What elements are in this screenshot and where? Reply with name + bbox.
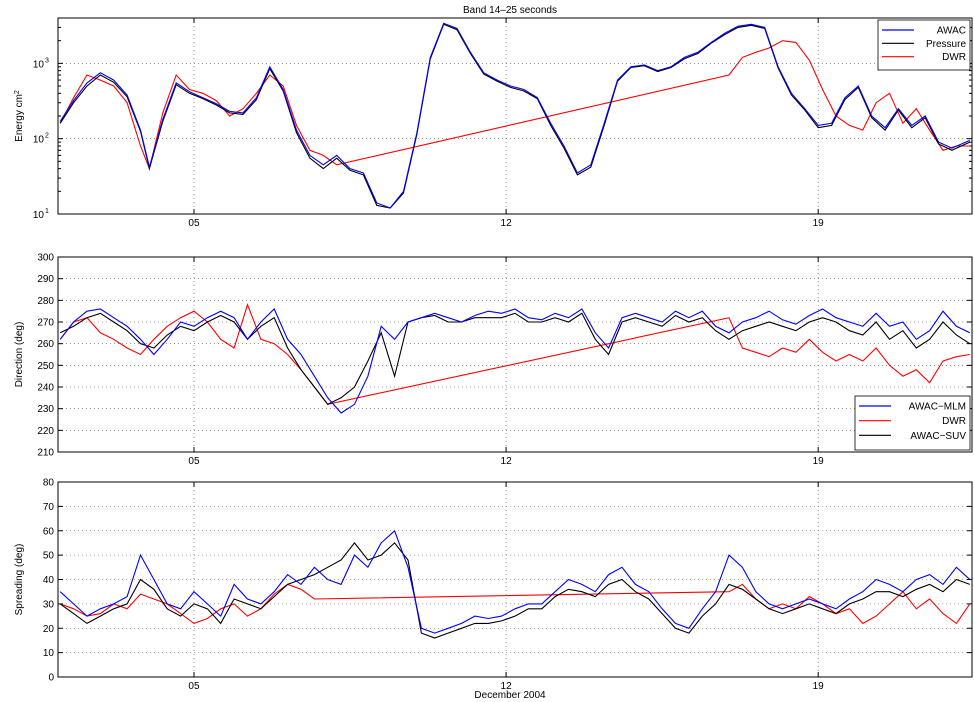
y-axis-label: Spreading (deg) xyxy=(14,544,25,616)
y-tick-label: 250 xyxy=(37,361,54,372)
y-tick-label: 80 xyxy=(43,478,55,489)
x-tick-label: 05 xyxy=(188,456,200,467)
legend-label: DWR xyxy=(942,52,966,63)
y-tick-label: 300 xyxy=(37,253,54,264)
x-tick-label: 12 xyxy=(501,218,513,229)
y-tick-label: 20 xyxy=(43,624,55,635)
legend-label: AWAC−MLM xyxy=(909,402,966,413)
y-tick-exponent: 2 xyxy=(45,133,49,140)
plot-area xyxy=(57,256,973,453)
plot-area xyxy=(57,17,973,215)
y-tick-label: 230 xyxy=(37,404,54,415)
y-tick-label: 240 xyxy=(37,383,54,394)
figure-title: Band 14–25 seconds xyxy=(463,5,557,16)
legend-label: Pressure xyxy=(926,39,966,50)
legend: AWAC Pressure DWR xyxy=(877,19,971,71)
y-axis-label: Energy cm2 xyxy=(14,90,26,142)
y-tick-label: 10 xyxy=(33,135,45,146)
y-tick-label: 60 xyxy=(43,526,55,537)
legend: AWAC−MLM DWR AWAC−SUV xyxy=(854,395,971,451)
y-tick-label: 30 xyxy=(43,599,55,610)
panel-spreading: 05 12 19 0 10 20 30 40 50 60 70 80 Spreading (deg) xyxy=(14,478,973,692)
y-tick-label: 270 xyxy=(37,318,54,329)
y-tick-label: 50 xyxy=(43,551,55,562)
y-tick-label: 260 xyxy=(37,339,54,350)
series-line xyxy=(59,22,971,209)
x-tick-label: 12 xyxy=(501,456,513,467)
x-tick-label: 19 xyxy=(813,218,825,229)
y-tick-label: 10 xyxy=(33,59,45,70)
legend-box xyxy=(854,395,971,451)
y-tick-label: 290 xyxy=(37,274,54,285)
series-line xyxy=(59,529,971,634)
x-tick-label: 19 xyxy=(813,681,825,692)
legend-label: AWAC−SUV xyxy=(910,431,966,442)
y-tick-label: 70 xyxy=(43,502,55,513)
x-tick-label: 05 xyxy=(188,218,200,229)
x-tick-label: 05 xyxy=(188,681,200,692)
y-tick-label: 40 xyxy=(43,575,55,586)
series-line xyxy=(60,583,971,625)
y-axis-label: Direction (deg) xyxy=(14,322,25,388)
y-tick-label: 280 xyxy=(37,296,54,307)
series-line xyxy=(59,308,971,414)
series-line xyxy=(59,40,970,171)
x-axis-label: December 2004 xyxy=(474,690,546,701)
legend-box xyxy=(877,19,971,71)
y-tick-label: 220 xyxy=(37,426,54,437)
series-line xyxy=(59,312,971,405)
x-tick-label: 19 xyxy=(813,456,825,467)
x-tick-label: 12 xyxy=(501,681,513,692)
y-tick-label: 0 xyxy=(48,673,54,684)
y-tick-label: 10 xyxy=(33,210,45,221)
panel-direction: 05 12 19 210 220 230 240 250 260 270 280 290 300 Dire… xyxy=(14,253,973,467)
y-tick-label: 210 xyxy=(37,448,54,459)
y-tick-label: 10 xyxy=(43,648,55,659)
legend-label: DWR xyxy=(942,416,966,427)
y-tick-exponent: 1 xyxy=(45,208,49,215)
series-line xyxy=(59,542,970,639)
y-tick-exponent: 3 xyxy=(45,57,49,64)
legend-label: AWAC xyxy=(937,26,966,37)
series-line xyxy=(59,23,971,209)
